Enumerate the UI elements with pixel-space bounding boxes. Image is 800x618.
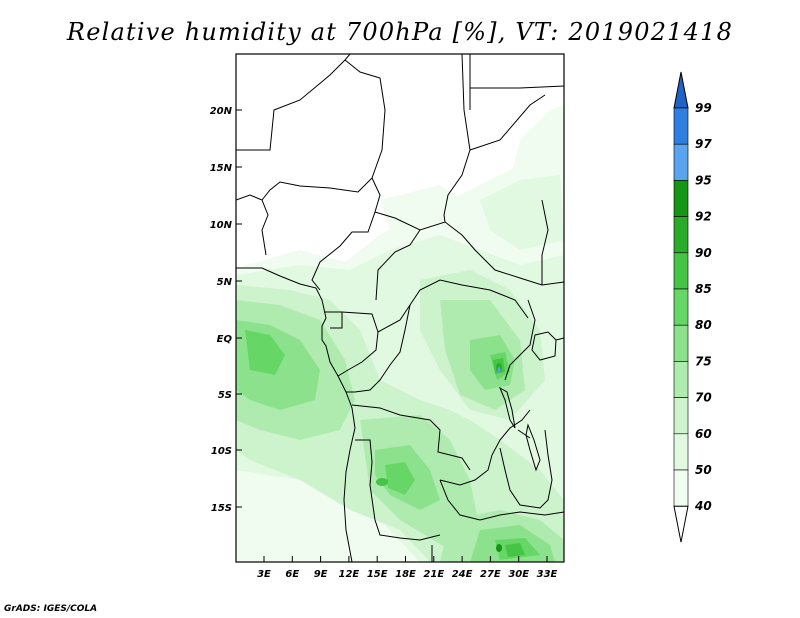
colorbar-segment [673,180,689,217]
border-x [469,94,546,151]
border-k [324,311,343,329]
rh-50-60-b [480,175,564,250]
colorbar-label: 50 [695,463,712,477]
colorbar-label: 75 [695,354,712,368]
border-d [311,177,381,291]
lat-label: 10S [211,446,232,457]
colorbar-label: 99 [695,101,712,115]
colorbar-label: 85 [695,282,712,296]
border-m [377,279,529,333]
map-frame [235,53,565,563]
border-n [346,304,411,393]
colorbar-label: 60 [695,427,712,441]
humidity-field [236,105,564,562]
lat-label: 20N [210,106,233,117]
colorbar-label: 97 [695,137,712,151]
lon-label: 15E [367,569,388,580]
rh-80-85-b [385,462,415,495]
border-l [337,311,379,377]
colorbar: 99 97 95 92 90 85 80 75 70 60 50 40 [673,71,712,543]
country-borders [236,54,564,562]
border-u [504,299,536,381]
colorbar-segment [673,143,689,181]
latitude-axis: 20N 15N 10N 5N EQ 5S 10S 15S [210,106,242,514]
border-w [517,429,531,439]
border-o [351,404,471,471]
rh-95-97-a [497,367,501,373]
colorbar-segment [673,361,689,398]
border-q [439,409,531,486]
colorbar-label: 80 [695,318,712,332]
colorbar-segment [673,288,689,326]
colorbar-label: 92 [695,210,712,224]
colorbar-below-40 [673,505,689,543]
colorbar-segment [673,469,689,507]
rh-92-95-a [496,544,502,552]
colorbar-label: 40 [694,499,712,513]
lat-label: 15S [211,503,232,514]
border-j [541,199,549,285]
lon-label: 33E [537,569,558,580]
border-g [443,54,471,223]
lon-label: 6E [285,569,299,580]
border-a [236,54,351,151]
border-v [555,337,564,341]
rh-80-85 [245,330,285,375]
border-t [499,429,553,509]
colorbar-label: 90 [695,246,712,260]
colorbar-segment [673,107,689,145]
lon-label: 18E [395,569,416,580]
lat-label: 5S [218,390,232,401]
coastline-west [236,267,356,562]
lon-label: 27E [480,569,501,580]
colorbar-above-99 [673,71,689,109]
rh-85-90-b [505,543,525,557]
colorbar-label: 70 [695,391,712,405]
colorbar-segment [673,252,689,290]
border-e [374,211,564,286]
border-p [355,439,441,541]
lake-victoria [531,331,557,361]
border-b [261,59,386,201]
lat-label: 10N [210,220,233,231]
lat-label: 15N [210,163,233,174]
lon-label: 9E [314,569,328,580]
longitude-axis: 3E 6E 9E 12E 15E 18E 21E 24E 27E 30E 33E [257,556,558,580]
grads-credit: GrADS: IGES/COLA [4,604,98,614]
lon-label: 21E [423,569,444,580]
colorbar-segment [673,433,689,471]
border-f [375,229,421,301]
colorbar-segment [673,216,689,254]
lon-label: 30E [508,569,529,580]
lon-label: 3E [257,569,271,580]
border-r [439,479,564,521]
lon-label: 24E [452,569,473,580]
colorbar-segment [673,397,689,435]
lake-tanganyika [498,386,516,429]
border-i [470,85,564,89]
rh-85-90-c [376,478,388,486]
lon-label: 12E [339,569,360,580]
colorbar-label: 95 [695,173,712,187]
lat-label: EQ [217,334,233,345]
map-title: Relative humidity at 700hPa [%], VT: 201… [66,18,734,46]
colorbar-segment [673,324,689,362]
border-c [236,194,269,256]
lat-label: 5N [217,277,233,288]
